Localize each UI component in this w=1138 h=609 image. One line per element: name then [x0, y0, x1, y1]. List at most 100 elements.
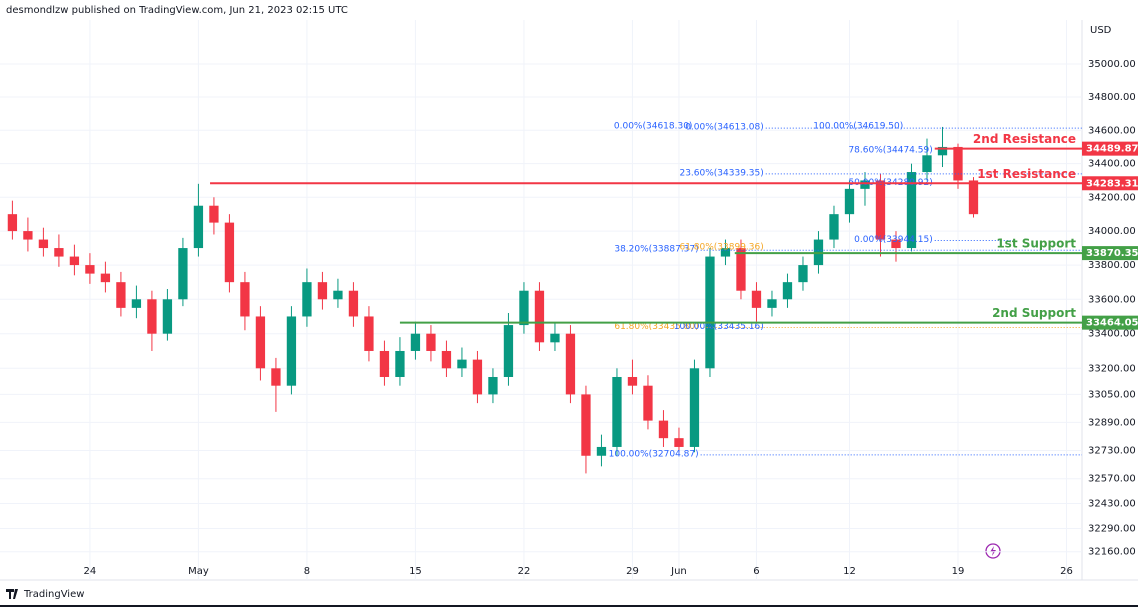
y-tick-label: 33050.00: [1088, 389, 1136, 400]
candle-body: [767, 299, 777, 308]
x-tick-label: 8: [304, 566, 310, 577]
y-tick-label: 34000.00: [1088, 226, 1136, 237]
candle-body: [922, 155, 932, 173]
candle-body: [488, 376, 498, 395]
fib-label: 61.80%(33899.36): [679, 243, 763, 253]
fib-label: 38.20%(33887.37): [614, 245, 698, 255]
price-tag: [1082, 315, 1138, 330]
candle-body: [317, 282, 328, 300]
x-tick-label: 26: [1060, 566, 1073, 577]
candle-body: [333, 290, 343, 300]
candle-body: [596, 446, 607, 456]
candle-body: [844, 188, 855, 215]
candle-body: [240, 282, 250, 317]
y-tick-label: 34200.00: [1088, 192, 1136, 203]
candle-body: [627, 376, 638, 386]
x-tick-label: May: [188, 566, 209, 577]
candle-body: [364, 316, 374, 351]
candle-body: [410, 333, 421, 351]
candle-body: [302, 282, 312, 317]
price-tag: [1082, 141, 1138, 156]
fib-label: 100.00%(34619.50): [813, 122, 903, 132]
candle-body: [286, 316, 297, 386]
candle-body: [54, 248, 64, 257]
x-tick-label: 19: [952, 566, 965, 577]
candle-body: [736, 248, 746, 291]
y-tick-label: 33600.00: [1088, 294, 1136, 305]
y-tick-label: 33200.00: [1088, 363, 1136, 374]
candle-body: [720, 248, 731, 257]
candle-body: [581, 394, 591, 456]
candle-body: [131, 299, 142, 308]
candle-body: [441, 350, 452, 369]
candle-body: [69, 256, 80, 266]
fib-label: 78.60%(34474.59): [848, 146, 932, 156]
y-tick-label: 34600.00: [1088, 125, 1136, 136]
x-tick-label: 24: [84, 566, 97, 577]
level-name: 1st Resistance: [977, 167, 1076, 181]
candle-body: [565, 333, 576, 395]
candle-body: [178, 248, 188, 300]
candle-body: [100, 273, 111, 283]
candle-body: [705, 256, 715, 369]
candle-body: [937, 146, 948, 156]
price-tag-label: 33870.35: [1086, 248, 1138, 259]
candle-body: [612, 376, 622, 447]
candle-body: [193, 205, 204, 249]
candle-body: [457, 359, 467, 369]
fib-label: 0.00%(33944.15): [854, 235, 933, 245]
fib-label: 0.00%(34613.08): [685, 123, 764, 133]
footer-brand: TradingView: [23, 589, 84, 600]
candle-body: [658, 420, 669, 439]
y-tick-label: 32570.00: [1088, 474, 1136, 485]
price-tag: [1082, 176, 1138, 191]
candle-body: [689, 368, 700, 447]
candle-body: [224, 222, 235, 283]
currency: USD: [1090, 25, 1112, 36]
y-tick-label: 32730.00: [1088, 445, 1136, 456]
candle-body: [116, 282, 126, 308]
event-icon-bolt: [990, 546, 996, 556]
candle-body: [209, 205, 219, 223]
y-tick-label: 32430.00: [1088, 499, 1136, 510]
candle-body: [379, 350, 390, 377]
x-tick-label: 12: [843, 566, 856, 577]
price-tag-label: 34489.87: [1086, 144, 1138, 155]
logo: [6, 589, 18, 599]
price-tag-label: 34283.31: [1086, 178, 1138, 189]
candle-body: [891, 239, 901, 249]
y-tick-label: 34800.00: [1088, 92, 1136, 103]
candle-body: [255, 316, 266, 369]
fib-label: 100.00%(33435.16): [674, 322, 764, 332]
candle-body: [348, 290, 359, 317]
candle-body: [875, 180, 886, 240]
candle-body: [829, 214, 839, 240]
y-tick-label: 32890.00: [1088, 417, 1136, 428]
candle-body: [271, 368, 281, 386]
candle-body: [534, 290, 545, 343]
candle-body: [550, 333, 560, 343]
level-name: 2nd Support: [992, 306, 1076, 320]
header: desmondlzw published on TradingView.com,…: [6, 5, 348, 16]
candle-body: [426, 333, 436, 351]
candle-body: [906, 172, 917, 249]
event-icon[interactable]: [985, 543, 1001, 559]
candle-body: [860, 180, 870, 189]
candle-body: [85, 265, 95, 274]
candle-body: [147, 299, 157, 334]
y-tick-label: 33400.00: [1088, 329, 1136, 340]
price-tag-label: 33464.05: [1086, 318, 1138, 329]
candle-body: [395, 350, 405, 377]
candle-body: [643, 385, 653, 421]
fib-label: 100.00%(32704.87): [609, 449, 699, 459]
candle-body: [782, 282, 793, 300]
level-name: 1st Support: [996, 237, 1076, 251]
candle-body: [7, 214, 18, 232]
fib-label: 0.00%(34618.30): [614, 122, 693, 132]
candle-body: [751, 290, 762, 308]
x-tick-label: 15: [409, 566, 422, 577]
y-tick-label: 32290.00: [1088, 523, 1136, 534]
x-tick-label: Jun: [670, 566, 687, 577]
